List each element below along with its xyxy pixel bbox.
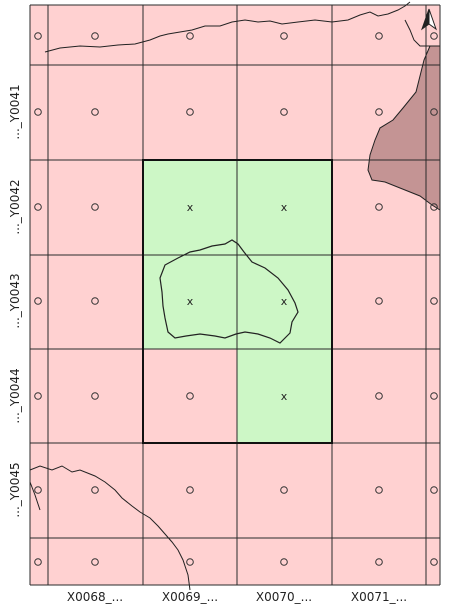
x-axis-label: X0069_... (162, 590, 218, 604)
neighbor-region-polygon (367, 45, 441, 211)
x-axis-label: X0071_... (351, 590, 407, 604)
selected-cell[interactable] (237, 160, 332, 255)
x-axis-label: X0070_... (256, 590, 312, 604)
circle-marker-icon (375, 392, 383, 400)
x-marker-icon: x (187, 201, 194, 214)
circle-marker-icon (280, 108, 288, 116)
x-axis-label: X0068_... (67, 590, 123, 604)
boundary-line-northeast (404, 19, 430, 47)
circle-marker-icon (375, 108, 383, 116)
y-axis-label: ..._Y0044 (8, 368, 22, 423)
circle-marker-icon (34, 203, 42, 211)
circle-marker-icon (280, 486, 288, 494)
circle-marker-icon (91, 392, 99, 400)
circle-marker-icon (430, 203, 438, 211)
x-marker-icon: x (187, 295, 194, 308)
circle-marker-icon (280, 32, 288, 40)
circle-marker-icon (186, 32, 194, 40)
cell-markers: x x x x x (34, 32, 438, 566)
y-axis-label: ..._Y0043 (8, 273, 22, 328)
city-boundary-polygon (159, 239, 299, 344)
circle-marker-icon (430, 558, 438, 566)
circle-marker-icon (375, 203, 383, 211)
circle-marker-icon (186, 486, 194, 494)
north-arrow-icon (421, 8, 437, 31)
x-marker-icon: x (281, 295, 288, 308)
circle-marker-icon (375, 486, 383, 494)
circle-marker-icon (91, 486, 99, 494)
x-marker-icon: x (281, 390, 288, 403)
circle-marker-icon (91, 558, 99, 566)
circle-marker-icon (375, 558, 383, 566)
selected-cell[interactable] (237, 349, 332, 443)
circle-marker-icon (34, 108, 42, 116)
boundary-lines (29, 1, 430, 591)
x-marker-icon: x (281, 201, 288, 214)
circle-marker-icon (34, 297, 42, 305)
circle-marker-icon (430, 297, 438, 305)
circle-marker-icon (91, 203, 99, 211)
circle-marker-icon (34, 32, 42, 40)
circle-marker-icon (186, 108, 194, 116)
y-axis-label: ..._Y0045 (8, 462, 22, 517)
circle-marker-icon (34, 558, 42, 566)
city-boundary-layer (159, 239, 299, 344)
circle-marker-icon (430, 32, 438, 40)
axis-labels: X0068_... X0069_... X0070_... X0071_... ..._… (8, 84, 407, 604)
neighbor-region-layer (367, 45, 441, 211)
circle-marker-icon (375, 297, 383, 305)
circle-marker-icon (34, 486, 42, 494)
y-axis-label: ..._Y0041 (8, 84, 22, 139)
selected-cell[interactable] (143, 255, 237, 349)
selection-outline (142, 159, 333, 444)
circle-marker-icon (91, 297, 99, 305)
circle-marker-icon (186, 558, 194, 566)
y-axis-label: ..._Y0042 (8, 179, 22, 234)
boundary-line-north (44, 1, 411, 53)
circle-marker-icon (91, 108, 99, 116)
circle-marker-icon (186, 392, 194, 400)
boundary-line-southwest (29, 465, 191, 591)
circle-marker-icon (91, 32, 99, 40)
selected-cell[interactable] (143, 160, 237, 255)
circle-marker-icon (430, 108, 438, 116)
circle-marker-icon (430, 486, 438, 494)
circle-marker-icon (430, 392, 438, 400)
grid-cells (30, 5, 440, 585)
circle-marker-icon (34, 392, 42, 400)
boundary-line-west (29, 481, 41, 511)
circle-marker-icon (280, 558, 288, 566)
circle-marker-icon (375, 32, 383, 40)
